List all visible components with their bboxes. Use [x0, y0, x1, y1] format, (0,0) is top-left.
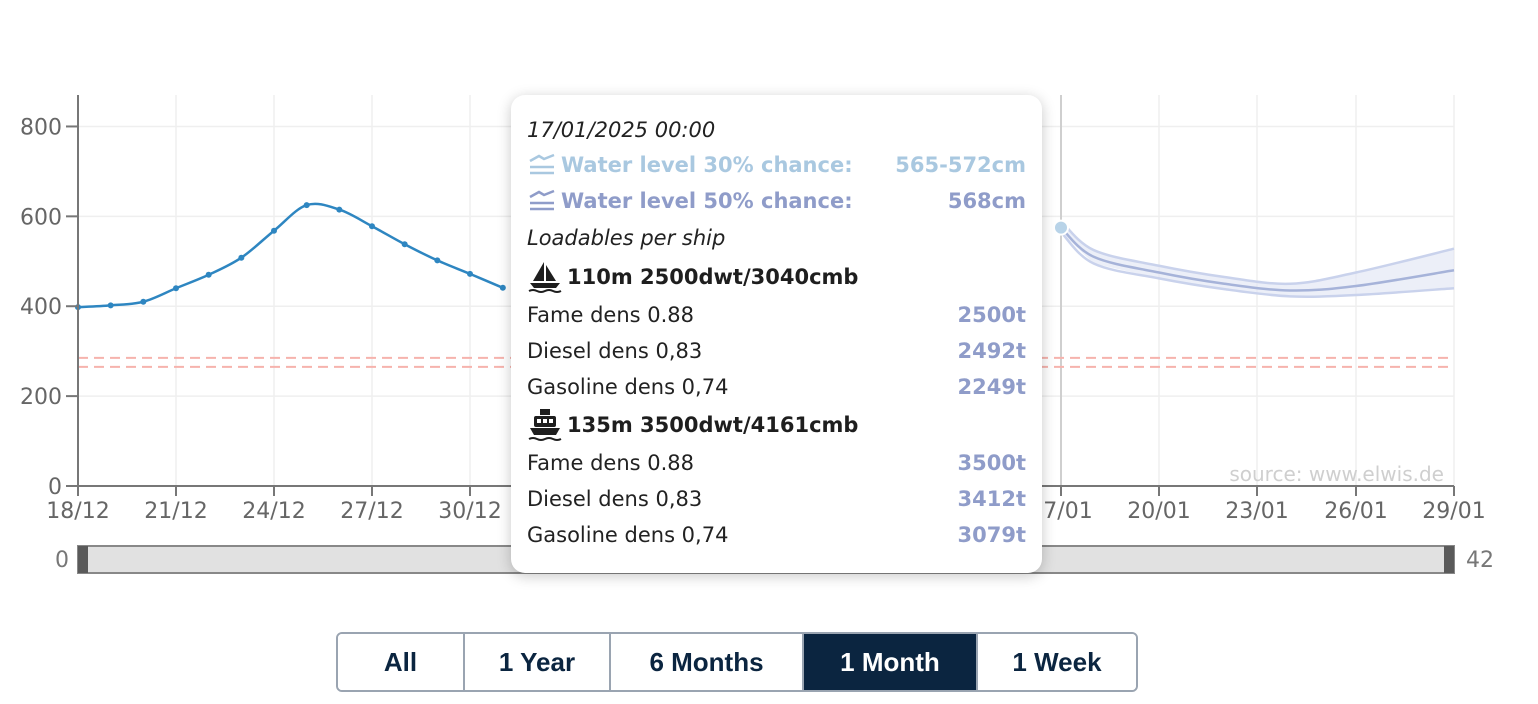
x-tick-label: 18/12	[46, 499, 109, 524]
forecast-band	[1060, 219, 1455, 298]
y-tick-label: 0	[48, 475, 62, 500]
data-point[interactable]	[401, 241, 408, 248]
ship-2-row-label: Gasoline dens 0,74	[527, 523, 729, 547]
forecast-upper-line	[1060, 219, 1455, 286]
chart-series	[75, 202, 1455, 311]
ship-2-row: Fame dens 0.88 3500t	[527, 445, 1026, 481]
y-tick-label: 600	[20, 205, 62, 230]
ship-1-row-value: 2500t	[957, 303, 1027, 327]
data-point[interactable]	[107, 302, 114, 309]
x-tick-label: 26/01	[1324, 499, 1387, 524]
tooltip-water-50: Water level 50% chance: 568cm	[527, 183, 1026, 219]
forecast-line	[1060, 226, 1455, 292]
range-button-1-year[interactable]: 1 Year	[465, 634, 611, 690]
data-point[interactable]	[499, 284, 506, 291]
ship-2-name: 135m 3500dwt/4161cmb	[567, 413, 859, 437]
ship-1-row-label: Fame dens 0.88	[527, 303, 695, 327]
data-point[interactable]	[467, 270, 473, 277]
range-button-6-months[interactable]: 6 Months	[611, 634, 804, 690]
ferry-icon	[528, 409, 562, 441]
ship-2-row: Diesel dens 0,83 3412t	[527, 481, 1026, 517]
sailboat-icon	[528, 262, 562, 293]
water-30-label: Water level 30% chance:	[561, 153, 853, 177]
x-tick-label: 29/01	[1422, 499, 1485, 524]
data-point[interactable]	[369, 223, 375, 230]
x-tick-label: 24/12	[242, 499, 305, 524]
ship-1-row: Gasoline dens 0,74 2249t	[527, 369, 1026, 405]
range-button-all[interactable]: All	[338, 634, 465, 690]
navigator-min-label: 0	[55, 548, 69, 573]
navigator-max-label: 42	[1466, 548, 1494, 573]
hover-point[interactable]	[1053, 219, 1069, 236]
x-tick-label: 30/12	[438, 499, 501, 524]
y-tick-label: 800	[20, 115, 62, 140]
data-point[interactable]	[140, 298, 147, 305]
navigator-right-handle[interactable]	[1444, 546, 1454, 573]
ship-2-row-label: Diesel dens 0,83	[527, 487, 703, 511]
loadables-heading: Loadables per ship	[527, 226, 726, 250]
data-point[interactable]	[271, 227, 277, 234]
ship-1-row-value: 2492t	[957, 339, 1027, 363]
data-point[interactable]	[173, 285, 179, 292]
source-label: source: www.elwis.de	[1229, 462, 1444, 486]
tooltip-water-30: Water level 30% chance: 565-572cm	[527, 147, 1026, 183]
water-30-value: 565-572cm	[895, 153, 1026, 177]
x-tick-label: 27/12	[340, 499, 403, 524]
range-button-1-week[interactable]: 1 Week	[978, 634, 1136, 690]
x-tick-label: 20/01	[1127, 499, 1190, 524]
range-button-1-month[interactable]: 1 Month	[804, 634, 978, 690]
ship-1-row: Fame dens 0.88 2500t	[527, 297, 1026, 333]
water-level-icon	[529, 189, 555, 211]
x-tick-label: 23/01	[1225, 499, 1288, 524]
data-point[interactable]	[336, 206, 343, 213]
ship-2-row-value: 3500t	[957, 451, 1027, 475]
chart-tooltip: 17/01/2025 00:00 Water level 30% chance:…	[511, 95, 1042, 573]
tooltip-date: 17/01/2025 00:00	[527, 118, 716, 142]
water-50-label: Water level 50% chance:	[561, 189, 853, 213]
ship-2-row-value: 3079t	[957, 523, 1027, 547]
ship-1-name: 110m 2500dwt/3040cmb	[567, 265, 859, 289]
ship-1-header: 110m 2500dwt/3040cmb	[527, 257, 1026, 297]
data-point[interactable]	[205, 271, 212, 278]
y-tick-label: 200	[20, 385, 62, 410]
water-50-value: 568cm	[947, 189, 1026, 213]
navigator-left-handle[interactable]	[78, 546, 88, 573]
ship-1-row-label: Diesel dens 0,83	[527, 339, 703, 363]
data-point[interactable]	[303, 202, 310, 209]
ship-1-row: Diesel dens 0,83 2492t	[527, 333, 1026, 369]
x-tick-label: 21/12	[144, 499, 207, 524]
water-level-line	[77, 202, 504, 309]
range-selector: All 1 Year 6 Months 1 Month 1 Week	[336, 632, 1138, 692]
data-point[interactable]	[434, 257, 441, 264]
ship-2-row-value: 3412t	[957, 487, 1027, 511]
data-point[interactable]	[238, 254, 245, 261]
ship-2-header: 135m 3500dwt/4161cmb	[527, 405, 1026, 445]
y-tick-label: 400	[20, 295, 62, 320]
ship-1-row-value: 2249t	[957, 375, 1027, 399]
water-level-icon	[529, 153, 555, 175]
ship-1-row-label: Gasoline dens 0,74	[527, 375, 729, 399]
forecast-lower-line	[1060, 231, 1455, 298]
ship-2-row: Gasoline dens 0,74 3079t	[527, 517, 1026, 553]
ship-2-row-label: Fame dens 0.88	[527, 451, 695, 475]
